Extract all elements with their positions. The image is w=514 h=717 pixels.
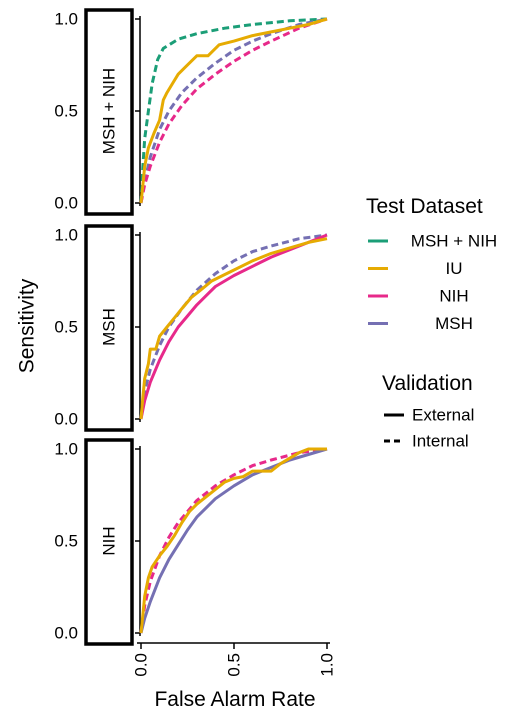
legend-label: MSH + NIH bbox=[411, 232, 497, 251]
legend-label: IU bbox=[446, 259, 463, 278]
roc-line-msh-nih-internal bbox=[139, 17, 328, 204]
y-tick-label: 1.0 bbox=[54, 226, 78, 245]
y-tick-label: 1.0 bbox=[54, 10, 78, 29]
x-tick-label: 0.0 bbox=[132, 653, 151, 677]
roc-line-nih-external bbox=[139, 233, 328, 420]
panel-msh: MSH 0.0 0.5 1.0 bbox=[54, 224, 328, 432]
x-tick-label: 1.0 bbox=[318, 653, 337, 677]
y-tick-label: 0.5 bbox=[54, 532, 78, 551]
panel-msh-nih: MSH + NIH 0.0 0.5 1.0 bbox=[54, 8, 328, 216]
facet-strip bbox=[84, 438, 134, 646]
facet-strip bbox=[84, 8, 134, 216]
y-tick-label: 0.0 bbox=[54, 624, 78, 643]
roc-line-msh-internal bbox=[139, 17, 328, 204]
y-axis-title: Sensitivity bbox=[16, 278, 39, 373]
y-tick-label: 1.0 bbox=[54, 440, 78, 459]
facet-label: MSH + NIH bbox=[100, 68, 119, 154]
legend-label: External bbox=[412, 406, 474, 425]
x-axis-title: False Alarm Rate bbox=[154, 688, 315, 711]
legend-title-test-dataset: Test Dataset bbox=[366, 195, 483, 218]
roc-line-iu-external bbox=[139, 17, 328, 204]
y-tick-label: 0.5 bbox=[54, 318, 78, 337]
legend-label: NIH bbox=[439, 287, 468, 306]
legend-label: Internal bbox=[412, 432, 469, 451]
roc-line-nih-internal bbox=[139, 447, 328, 634]
y-tick-label: 0.5 bbox=[54, 102, 78, 121]
legend-label: MSH bbox=[435, 314, 473, 333]
legend-title-validation: Validation bbox=[382, 372, 473, 395]
roc-line-msh-external bbox=[139, 447, 328, 634]
facet-label: NIH bbox=[100, 526, 119, 555]
roc-line-nih-internal bbox=[139, 17, 328, 204]
y-tick-label: 0.0 bbox=[54, 410, 78, 429]
roc-line-iu-external bbox=[139, 447, 327, 634]
roc-line-iu-external bbox=[139, 237, 328, 420]
y-tick-label: 0.0 bbox=[54, 194, 78, 213]
facet-label: MSH bbox=[100, 308, 119, 346]
x-tick-label: 0.5 bbox=[225, 653, 244, 677]
roc-line-msh-internal bbox=[139, 233, 328, 420]
panel-nih: NIH 0.0 0.5 1.0 bbox=[54, 438, 328, 646]
facet-strip bbox=[84, 224, 134, 432]
